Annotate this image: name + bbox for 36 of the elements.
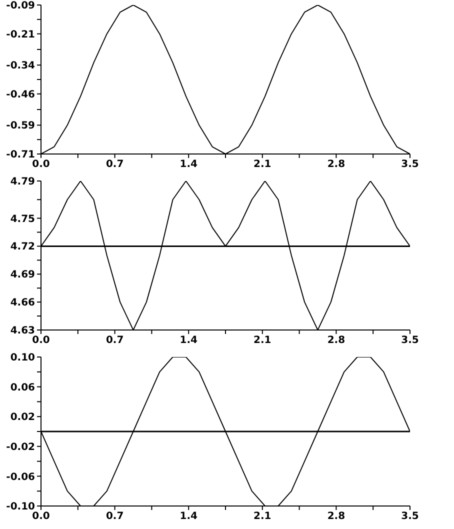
y-tick-label: 0.02 bbox=[10, 412, 36, 424]
y-tick-label: -0.34 bbox=[6, 60, 36, 72]
x-tick-label: 1.4 bbox=[180, 511, 198, 522]
y-tick-label: 4.72 bbox=[10, 242, 36, 253]
x-tick-label: 1.4 bbox=[180, 159, 198, 170]
y-tick-label: 4.69 bbox=[10, 270, 36, 281]
x-tick-label: 1.4 bbox=[180, 335, 198, 346]
x-tick-label: 2.8 bbox=[327, 335, 346, 346]
x-tick-label: 2.1 bbox=[254, 511, 272, 522]
x-tick-label: 2.1 bbox=[254, 159, 272, 170]
x-tick-label: 2.8 bbox=[327, 511, 346, 522]
x-tick-label: 0.7 bbox=[106, 335, 124, 346]
x-tick-label: 0.7 bbox=[106, 511, 124, 522]
y-tick-label: 0.06 bbox=[10, 382, 36, 394]
y-tick-label: -0.21 bbox=[6, 29, 36, 40]
x-tick-label: 0.7 bbox=[106, 159, 124, 170]
y-tick-label: -0.71 bbox=[6, 150, 36, 161]
y-tick-label: 4.63 bbox=[10, 326, 36, 337]
y-tick-label: -0.46 bbox=[6, 89, 36, 100]
x-tick-label: 3.5 bbox=[401, 511, 419, 522]
x-tick-label: 3.5 bbox=[401, 335, 419, 346]
x-tick-label: 2.8 bbox=[327, 159, 346, 170]
y-tick-label: -0.10 bbox=[6, 502, 36, 513]
y-tick-label: -0.59 bbox=[6, 120, 36, 132]
y-tick-label: -0.09 bbox=[6, 0, 36, 12]
y-tick-label: -0.06 bbox=[6, 472, 36, 483]
x-tick-label: 0.0 bbox=[32, 511, 50, 522]
x-tick-label: 2.1 bbox=[254, 335, 272, 346]
x-tick-label: 0.0 bbox=[32, 159, 50, 170]
x-tick-label: 0.0 bbox=[32, 335, 50, 346]
y-tick-label: 4.66 bbox=[10, 298, 36, 309]
y-tick-label: -0.02 bbox=[6, 442, 36, 453]
x-tick-label: 3.5 bbox=[401, 159, 419, 170]
y-tick-label: 4.79 bbox=[10, 176, 36, 188]
y-tick-label: 4.75 bbox=[10, 214, 36, 225]
y-tick-label: 0.10 bbox=[10, 352, 36, 364]
